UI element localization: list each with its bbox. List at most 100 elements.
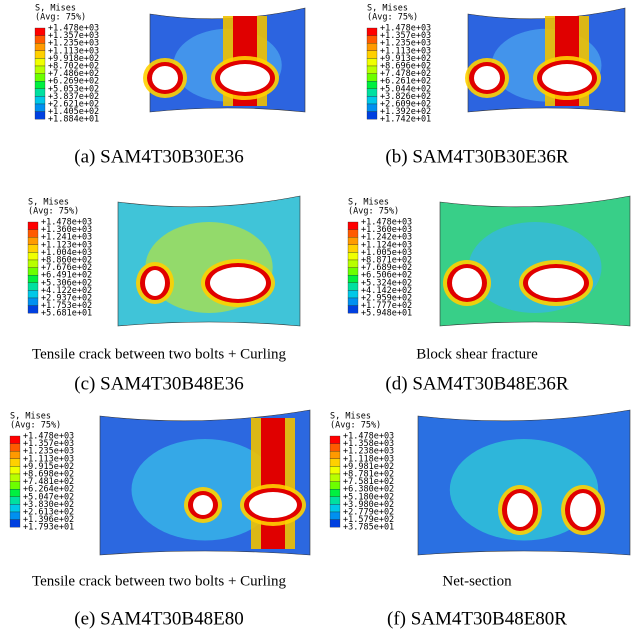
legend-swatch	[367, 74, 377, 82]
legend-swatch	[367, 36, 377, 44]
legend-swatch	[330, 482, 340, 490]
hole	[210, 267, 266, 299]
legend-swatch	[35, 112, 45, 120]
legend-swatch	[348, 298, 358, 306]
legend-label: +3.785e+01	[343, 523, 394, 533]
panel: S, Mises(Avg: 75%)+1.478e+03+1.360e+03+1…	[348, 196, 630, 394]
legend-avg: (Avg: 75%)	[35, 13, 86, 23]
hole	[249, 492, 297, 518]
legend-swatch	[35, 43, 45, 51]
legend-swatch	[35, 58, 45, 66]
legend-swatch	[330, 444, 340, 452]
legend-label: +5.948e+01	[361, 309, 412, 319]
legend-swatch	[28, 237, 38, 245]
legend-swatch	[35, 74, 45, 82]
legend-swatch	[330, 512, 340, 520]
legend-swatch	[367, 112, 377, 120]
legend-swatch	[348, 260, 358, 268]
legend-swatch	[35, 28, 45, 36]
hole	[528, 268, 584, 298]
panel: S, Mises(Avg: 75%)+1.478e+03+1.357e+03+1…	[367, 4, 625, 168]
hole	[452, 268, 482, 298]
panel-caption: (b) SAM4T30B30E36R	[385, 146, 568, 167]
legend-swatch	[348, 283, 358, 291]
contour-band	[261, 418, 285, 549]
legend-swatch	[348, 237, 358, 245]
legend-swatch	[367, 96, 377, 104]
hole	[474, 66, 500, 90]
legend-swatch	[330, 489, 340, 497]
legend-swatch	[35, 104, 45, 112]
legend-swatch	[367, 51, 377, 59]
legend-swatch	[367, 81, 377, 89]
legend-swatch	[367, 66, 377, 74]
hole	[507, 493, 533, 527]
legend-swatch	[348, 290, 358, 298]
legend-swatch	[35, 89, 45, 97]
legend-swatch	[348, 222, 358, 230]
legend-swatch	[10, 451, 20, 459]
legend-swatch	[330, 451, 340, 459]
hole	[145, 270, 165, 296]
legend-swatch	[367, 28, 377, 36]
panel: S, Mises(Avg: 75%)+1.478e+03+1.357e+03+1…	[35, 4, 305, 168]
panel-caption: (e) SAM4T30B48E80	[74, 608, 243, 629]
legend-label: +1.793e+01	[23, 523, 74, 533]
panel: S, Mises(Avg: 75%)+1.478e+03+1.360e+03+1…	[28, 196, 300, 394]
legend-swatch	[10, 497, 20, 505]
panel-caption: (f) SAM4T30B48E80R	[387, 608, 567, 629]
legend-swatch	[28, 230, 38, 238]
legend-label: +5.681e+01	[41, 309, 92, 319]
legend-swatch	[28, 222, 38, 230]
legend-swatch	[35, 66, 45, 74]
legend-swatch	[330, 466, 340, 474]
legend-avg: (Avg: 75%)	[28, 207, 79, 217]
legend-swatch	[35, 81, 45, 89]
legend-swatch	[28, 306, 38, 314]
legend-label: +1.884e+01	[48, 115, 99, 125]
legend-swatch	[28, 268, 38, 276]
hole	[152, 66, 178, 90]
hole	[220, 64, 270, 92]
legend-swatch	[330, 459, 340, 467]
failure-description: Net-section	[442, 573, 512, 589]
legend-swatch	[330, 497, 340, 505]
figure: S, Mises(Avg: 75%)+1.478e+03+1.357e+03+1…	[0, 0, 636, 638]
legend-swatch	[10, 512, 20, 520]
legend-swatch	[10, 504, 20, 512]
panel-caption: (a) SAM4T30B30E36	[74, 146, 243, 167]
legend-swatch	[28, 260, 38, 268]
failure-description: Tensile crack between two bolts + Curlin…	[32, 346, 287, 362]
legend-swatch	[348, 306, 358, 314]
legend-swatch	[330, 520, 340, 528]
legend-swatch	[10, 520, 20, 528]
legend-swatch	[367, 43, 377, 51]
legend-swatch	[28, 275, 38, 283]
legend-swatch	[28, 290, 38, 298]
legend-swatch	[348, 245, 358, 253]
failure-description: Block shear fracture	[416, 346, 538, 362]
panel-caption: (c) SAM4T30B48E36	[74, 373, 243, 394]
legend-swatch	[330, 474, 340, 482]
panel: S, Mises(Avg: 75%)+1.478e+03+1.358e+03+1…	[330, 410, 630, 629]
legend-swatch	[10, 459, 20, 467]
legend-avg: (Avg: 75%)	[348, 207, 399, 217]
hole	[542, 64, 592, 92]
legend-swatch	[330, 436, 340, 444]
legend-swatch	[367, 104, 377, 112]
legend-avg: (Avg: 75%)	[10, 421, 61, 431]
legend-avg: (Avg: 75%)	[330, 421, 381, 431]
legend-swatch	[367, 89, 377, 97]
legend-swatch	[10, 444, 20, 452]
legend-swatch	[28, 252, 38, 260]
legend-swatch	[35, 51, 45, 59]
legend-swatch	[348, 230, 358, 238]
legend-swatch	[28, 298, 38, 306]
legend-swatch	[35, 96, 45, 104]
legend-label: +1.742e+01	[380, 115, 431, 125]
legend-swatch	[348, 252, 358, 260]
legend-swatch	[10, 466, 20, 474]
legend-avg: (Avg: 75%)	[367, 13, 418, 23]
hole	[570, 493, 596, 527]
legend-swatch	[35, 36, 45, 44]
